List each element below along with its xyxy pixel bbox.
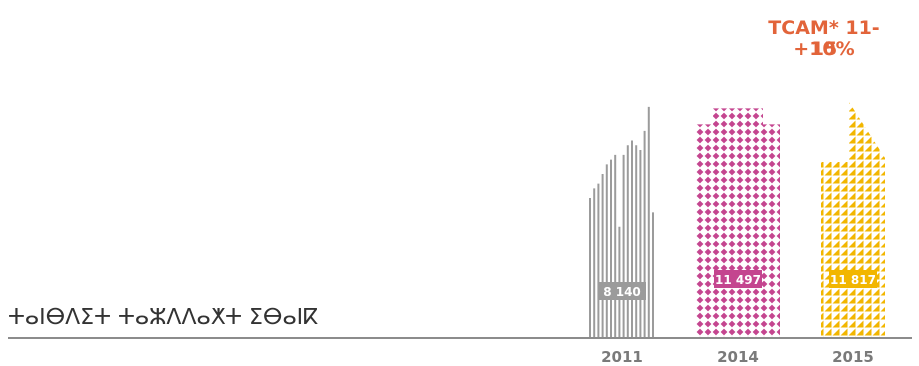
tick-label-2011: 2011 — [601, 348, 643, 366]
bar-2014 — [696, 108, 780, 338]
bar-2015 — [821, 102, 885, 337]
value-label-2015: 11 817 — [830, 273, 876, 287]
value-label-2011: 8 140 — [603, 285, 641, 299]
value-label-bg-2015 — [829, 270, 877, 288]
value-label-bg-2014 — [714, 270, 762, 288]
cagr-annotation-line2: +10% — [793, 38, 855, 60]
category-label: ⵜⴰⵏⴱⴷⵉⵜ ⵜⴰⵣⴷⴷⴰⵅⵜ ⵉⴱⴰⵏⴽ — [8, 305, 319, 330]
tick-label-2014: 2014 — [717, 348, 759, 366]
cagr-annotation-line1: TCAM* 11-15 — [768, 17, 880, 60]
bars — [589, 102, 885, 338]
value-label-2014: 11 497 — [715, 273, 761, 287]
tick-label-2015: 2015 — [832, 348, 874, 366]
value-label-bg-2011 — [598, 282, 646, 300]
